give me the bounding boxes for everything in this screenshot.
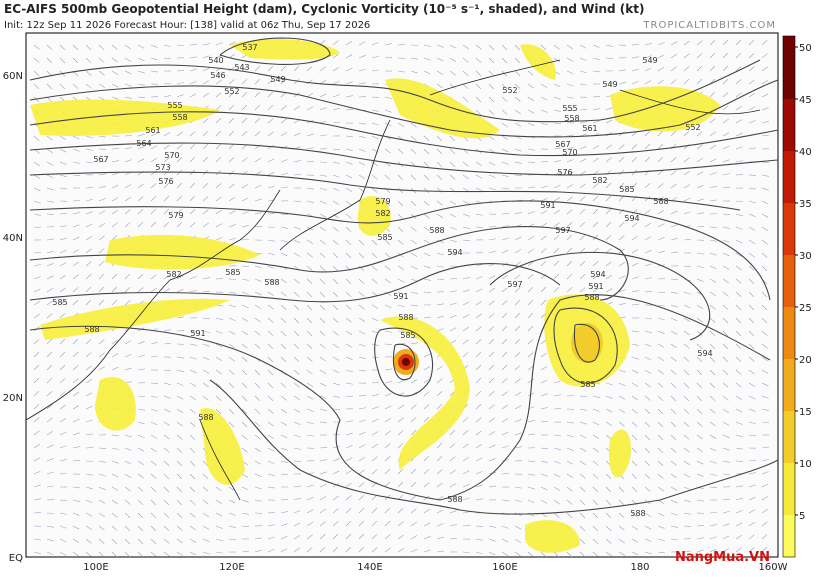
colorbar-segment xyxy=(783,47,795,99)
contour-label: 585 xyxy=(580,380,595,389)
cyclone-core xyxy=(571,323,603,363)
contour-label: 597 xyxy=(507,280,522,289)
lon-label: 160E xyxy=(492,562,517,573)
contour-label: 588 xyxy=(630,509,645,518)
contour-label: 588 xyxy=(584,293,599,302)
colorbar-tick-label: 20 xyxy=(799,355,812,366)
colorbar-tick-label: 25 xyxy=(799,303,812,314)
contour-label: 597 xyxy=(555,226,570,235)
contour-label: 585 xyxy=(400,331,415,340)
contour-label: 594 xyxy=(447,248,462,257)
contour-label: 594 xyxy=(697,349,712,358)
lat-label: 60N xyxy=(3,71,23,82)
lon-label: 140E xyxy=(357,562,382,573)
contour-label: 549 xyxy=(602,80,617,89)
colorbar-tick-label: 5 xyxy=(799,511,805,522)
contour-label: 558 xyxy=(564,114,579,123)
colorbar-segment xyxy=(783,99,795,151)
contour-label: 567 xyxy=(93,155,108,164)
lat-label: 20N xyxy=(3,393,23,404)
lon-label: 120E xyxy=(219,562,244,573)
colorbar-segment xyxy=(783,411,795,463)
contour-label: 567 xyxy=(555,140,570,149)
colorbar-tick-label: 50 xyxy=(799,43,812,54)
contour-label: 555 xyxy=(562,104,577,113)
contour-label: 573 xyxy=(155,163,170,172)
colorbar-tick-label: 40 xyxy=(799,147,812,158)
contour-label: 576 xyxy=(557,168,572,177)
contour-label: 579 xyxy=(168,211,183,220)
contour-label: 552 xyxy=(224,87,239,96)
contour-label: 576 xyxy=(158,177,173,186)
colorbar-segment xyxy=(783,307,795,359)
contour-label: 552 xyxy=(502,86,517,95)
contour-label: 561 xyxy=(145,126,160,135)
contour-label: 594 xyxy=(590,270,605,279)
colorbar-segment xyxy=(783,151,795,203)
colorbar-segment xyxy=(783,203,795,255)
contour-label: 585 xyxy=(377,233,392,242)
contour-label: 588 xyxy=(198,413,213,422)
contour-label: 579 xyxy=(375,197,390,206)
colorbar-segment xyxy=(783,359,795,411)
contour-label: 543 xyxy=(234,63,249,72)
colorbar-tick-label: 35 xyxy=(799,199,812,210)
contour-label: 564 xyxy=(136,139,151,148)
colorbar-top xyxy=(783,36,795,47)
contour-label: 591 xyxy=(588,282,603,291)
contour-label: 582 xyxy=(166,270,181,279)
watermark: NangMua.VN xyxy=(675,550,770,565)
colorbar-segment xyxy=(783,255,795,307)
contour-label: 570 xyxy=(164,151,179,160)
contour-label: 588 xyxy=(398,313,413,322)
colorbar-tick-label: 30 xyxy=(799,251,812,262)
title: EC-AIFS 500mb Geopotential Height (dam),… xyxy=(4,2,644,16)
lat-label: 40N xyxy=(3,233,23,244)
contour-label: 570 xyxy=(562,148,577,157)
contour-label: 591 xyxy=(190,329,205,338)
contour-label: 585 xyxy=(225,268,240,277)
contour-label: 561 xyxy=(582,124,597,133)
colorbar-tick-label: 10 xyxy=(799,459,812,470)
colorbar-segment xyxy=(783,463,795,515)
lat-label: EQ xyxy=(9,553,23,564)
contour-label: 588 xyxy=(653,197,668,206)
contour-label: 540 xyxy=(208,56,223,65)
colorbar-tick-label: 45 xyxy=(799,95,812,106)
contour-label: 588 xyxy=(429,226,444,235)
contour-label: 555 xyxy=(167,101,182,110)
contour-label: 585 xyxy=(52,298,67,307)
contour-label: 582 xyxy=(375,209,390,218)
colorbar-segment xyxy=(783,515,795,557)
cyclone-core xyxy=(402,358,410,366)
colorbar-tick-label: 15 xyxy=(799,407,812,418)
contour-label: 537 xyxy=(242,43,257,52)
contour-label: 585 xyxy=(619,185,634,194)
contour-label: 591 xyxy=(393,292,408,301)
lon-label: 180 xyxy=(630,562,649,573)
contour-label: 588 xyxy=(84,325,99,334)
contour-label: 582 xyxy=(592,176,607,185)
subtitle: Init: 12z Sep 11 2026 Forecast Hour: [13… xyxy=(4,20,370,31)
site-label: TROPICALTIDBITS.COM xyxy=(642,20,776,31)
contour-label: 591 xyxy=(540,201,555,210)
contour-label: 546 xyxy=(210,71,225,80)
contour-label: 594 xyxy=(624,214,639,223)
lon-label: 100E xyxy=(83,562,108,573)
contour-label: 549 xyxy=(642,56,657,65)
contour-label: 558 xyxy=(172,113,187,122)
contour-label: 588 xyxy=(447,495,462,504)
contour-label: 552 xyxy=(685,123,700,132)
contour-label: 588 xyxy=(264,278,279,287)
contour-label: 549 xyxy=(270,75,285,84)
